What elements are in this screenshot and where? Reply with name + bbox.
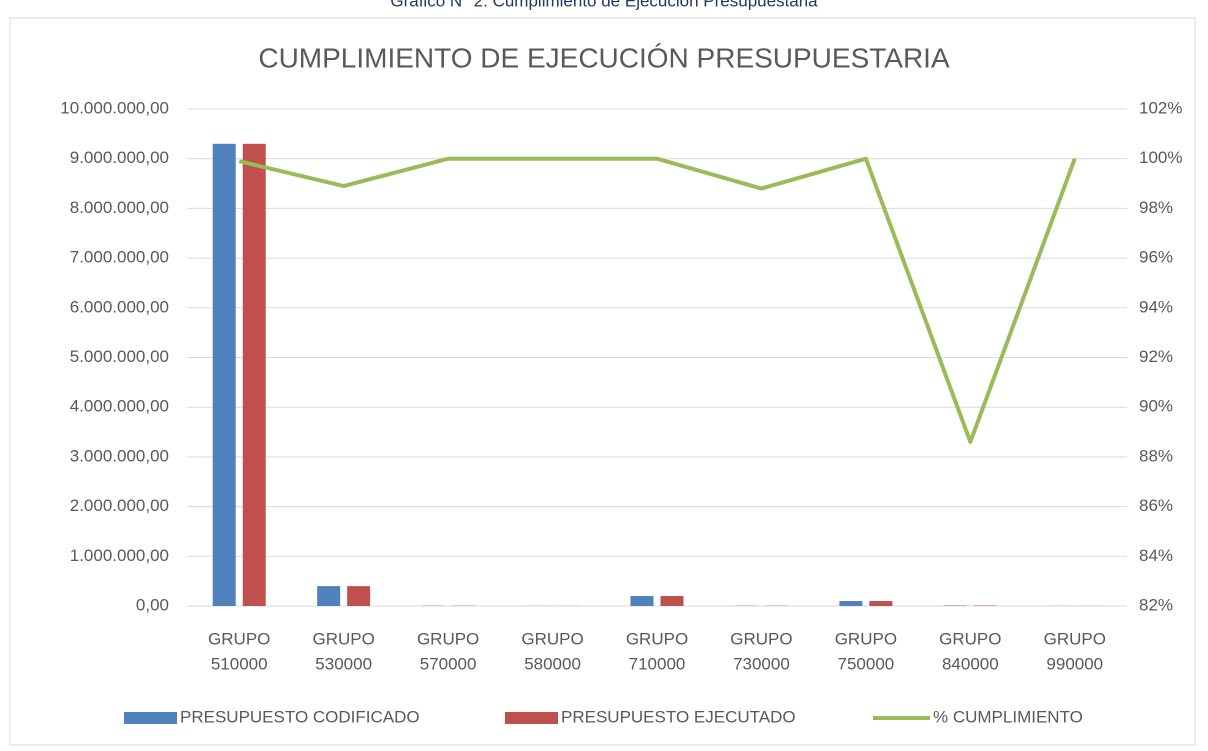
x-tick-label: 710000 [629, 654, 686, 673]
bar [660, 596, 684, 606]
y-tick-label: 5.000.000,00 [70, 347, 169, 366]
y-tick-label: 3.000.000,00 [70, 446, 169, 465]
y-tick-label: 8.000.000,00 [70, 198, 169, 217]
x-tick-label: GRUPO [939, 629, 1001, 648]
chart-frame [9, 17, 1196, 746]
y-tick-label: 4.000.000,00 [70, 397, 169, 416]
x-tick-label: 750000 [838, 654, 895, 673]
caption: Gráfico N° 2. Cumplimiento de Ejecución … [390, 0, 818, 10]
y-tick-label: 10.000.000,00 [60, 98, 169, 117]
legend-label: PRESUPUESTO CODIFICADO [180, 707, 420, 726]
bar [869, 601, 893, 606]
bar [630, 596, 654, 606]
y2-tick-label: 84% [1139, 546, 1173, 565]
y-tick-label: 6.000.000,00 [70, 297, 169, 316]
x-tick-label: 570000 [420, 654, 477, 673]
x-tick-label: GRUPO [835, 629, 897, 648]
x-tick-label: GRUPO [312, 629, 374, 648]
bar [317, 586, 341, 606]
y2-tick-label: 90% [1139, 397, 1173, 416]
x-tick-label: 510000 [211, 654, 268, 673]
legend-label: % CUMPLIMIENTO [933, 707, 1083, 726]
x-tick-label: 530000 [315, 654, 372, 673]
y2-tick-label: 88% [1139, 446, 1173, 465]
y2-tick-label: 92% [1139, 347, 1173, 366]
y2-tick-label: 100% [1139, 148, 1182, 167]
bar [212, 143, 236, 607]
y2-tick-label: 94% [1139, 297, 1173, 316]
bar [347, 586, 371, 606]
x-tick-label: GRUPO [1044, 629, 1106, 648]
x-tick-label: GRUPO [730, 629, 792, 648]
y2-tick-label: 96% [1139, 248, 1173, 267]
y-tick-label: 9.000.000,00 [70, 148, 169, 167]
legend-swatch [124, 712, 177, 724]
y-tick-label: 0,00 [136, 595, 169, 614]
y-tick-label: 2.000.000,00 [70, 496, 169, 515]
chart-title: CUMPLIMIENTO DE EJECUCIÓN PRESUPUESTARIA [258, 42, 950, 73]
y2-tick-label: 102% [1139, 98, 1182, 117]
x-tick-label: 730000 [733, 654, 790, 673]
y2-tick-label: 86% [1139, 496, 1173, 515]
line [238, 156, 1077, 444]
x-tick-label: GRUPO [208, 629, 270, 648]
x-tick-label: 580000 [524, 654, 581, 673]
legend-label: PRESUPUESTO EJECUTADO [561, 707, 796, 726]
y2-tick-label: 98% [1139, 198, 1173, 217]
x-tick-label: GRUPO [417, 629, 479, 648]
x-tick-label: 840000 [942, 654, 999, 673]
bar [242, 143, 266, 607]
bar [839, 601, 863, 606]
y-tick-label: 7.000.000,00 [70, 248, 169, 267]
x-tick-label: GRUPO [521, 629, 583, 648]
legend-swatch [505, 712, 558, 724]
x-tick-label: GRUPO [626, 629, 688, 648]
y-tick-label: 1.000.000,00 [70, 546, 169, 565]
x-tick-label: 990000 [1046, 654, 1103, 673]
y2-tick-label: 82% [1139, 595, 1173, 614]
